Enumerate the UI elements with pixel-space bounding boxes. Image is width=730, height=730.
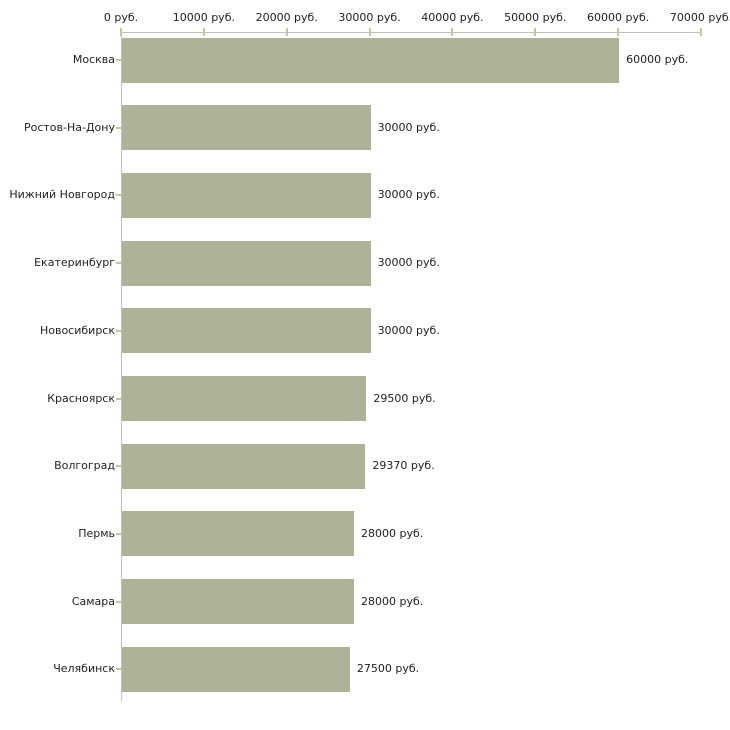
category-label: Екатеринбург: [34, 256, 115, 270]
value-label: 30000 руб.: [377, 120, 440, 134]
x-tick-label: 70000 руб.: [669, 11, 730, 24]
category-label: Пермь: [78, 526, 115, 540]
value-label: 29370 руб.: [372, 459, 435, 473]
category-label: Самара: [71, 594, 115, 608]
bar: [122, 172, 371, 218]
category-label: Москва: [72, 53, 115, 66]
row-tick-mark: [116, 194, 121, 197]
category-label: Челябинск: [53, 662, 115, 676]
value-label: 30000 руб.: [377, 323, 440, 337]
x-tick-label: 0 руб.: [103, 11, 139, 24]
row-tick-mark: [116, 397, 121, 400]
x-tick-label: 60000 руб.: [587, 11, 650, 24]
value-label: 30000 руб.: [377, 256, 440, 270]
y-axis-line: [121, 32, 122, 701]
x-tick-label: 50000 руб.: [504, 11, 567, 24]
row-tick-mark: [116, 262, 121, 265]
bar: [122, 308, 371, 354]
bar: [122, 240, 371, 286]
bar: [122, 443, 366, 489]
row-tick-mark: [116, 126, 121, 129]
row-tick-mark: [116, 600, 121, 603]
bar: [122, 37, 620, 83]
row-tick-mark: [116, 329, 121, 332]
bar: [122, 511, 354, 557]
row-tick-mark: [116, 465, 121, 468]
x-tick-label: 20000 руб.: [255, 11, 318, 24]
value-label: 27500 руб.: [356, 662, 420, 676]
category-label: Красноярск: [47, 391, 115, 405]
category-label: Волгоград: [54, 459, 115, 473]
value-label: 28000 руб.: [361, 526, 424, 540]
value-label: 29500 руб.: [373, 391, 436, 405]
bar: [122, 105, 371, 151]
bar: [122, 646, 350, 692]
x-tick-label: 40000 руб.: [421, 11, 484, 24]
value-label: 30000 руб.: [377, 188, 440, 202]
x-tick-label: 10000 руб.: [172, 11, 235, 24]
category-label: Нижний Новгород: [9, 188, 115, 202]
row-tick-mark: [116, 59, 121, 61]
row-tick-mark: [116, 532, 121, 535]
x-tick-label: 30000 руб.: [338, 11, 401, 24]
value-label: 28000 руб.: [361, 594, 424, 608]
bar: [122, 376, 367, 421]
bar: [122, 579, 354, 625]
x-axis-line: [121, 32, 702, 33]
category-label: Новосибирск: [39, 323, 115, 337]
value-label: 60000 руб.: [626, 53, 689, 66]
row-tick-mark: [116, 668, 121, 671]
category-label: Ростов-На-Дону: [23, 120, 115, 134]
